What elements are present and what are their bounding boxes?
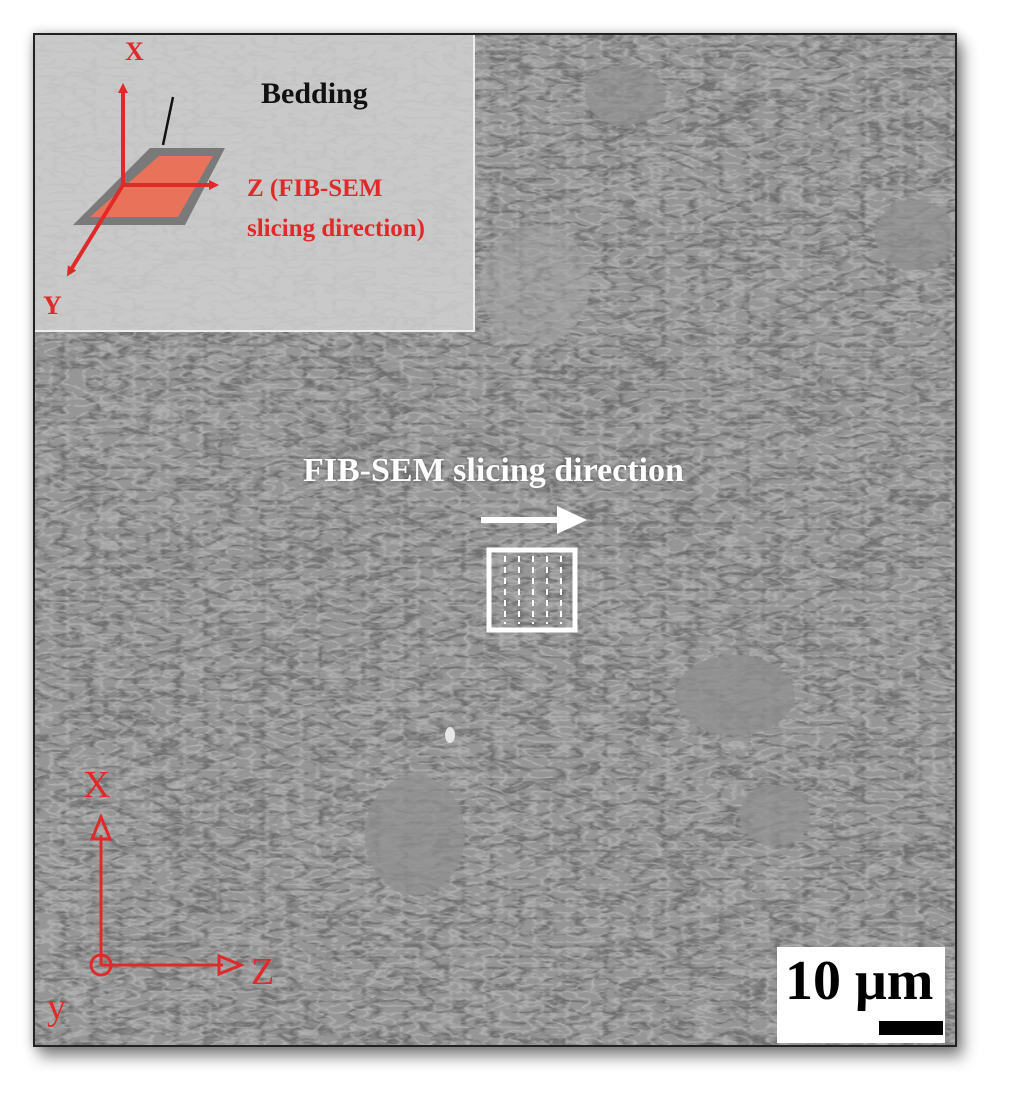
z-axis-arrowhead xyxy=(217,953,245,977)
sem-figure: X Y Bedding Z (FIB-SEM slicing direction… xyxy=(33,33,957,1047)
main-axis-triad xyxy=(89,813,245,977)
sem-micrograph xyxy=(35,35,955,1045)
y-axis-out-of-plane-symbol xyxy=(89,953,113,977)
x-axis-arrowhead xyxy=(89,813,113,841)
main-axis-z-label: Z xyxy=(251,951,275,993)
inset-axis-y-label: Y xyxy=(43,291,62,320)
scale-bar-label: 10 μm xyxy=(785,950,934,1012)
slicing-direction-title: FIB-SEM slicing direction xyxy=(303,452,684,489)
bedding-label: Bedding xyxy=(261,77,368,110)
inset-axis-z-label-line1: Z (FIB-SEM xyxy=(247,175,383,202)
main-axis-x-label: X xyxy=(83,764,111,806)
main-axis-y-label: y xyxy=(47,986,66,1028)
scale-bar: 10 μm xyxy=(777,947,945,1043)
fib-sem-region-box xyxy=(486,547,578,633)
inset-diagram xyxy=(35,35,473,330)
inset-axis-z-label-line2: slicing direction) xyxy=(247,215,426,242)
inset-axis-x-label: X xyxy=(125,37,144,66)
slice-lines xyxy=(504,556,562,624)
bedding-orientation-inset: X Y Bedding Z (FIB-SEM slicing direction… xyxy=(35,35,475,332)
scale-bar-line xyxy=(879,1021,943,1035)
slicing-region-marker xyxy=(481,506,587,633)
slicing-direction-arrow-head xyxy=(557,506,587,534)
